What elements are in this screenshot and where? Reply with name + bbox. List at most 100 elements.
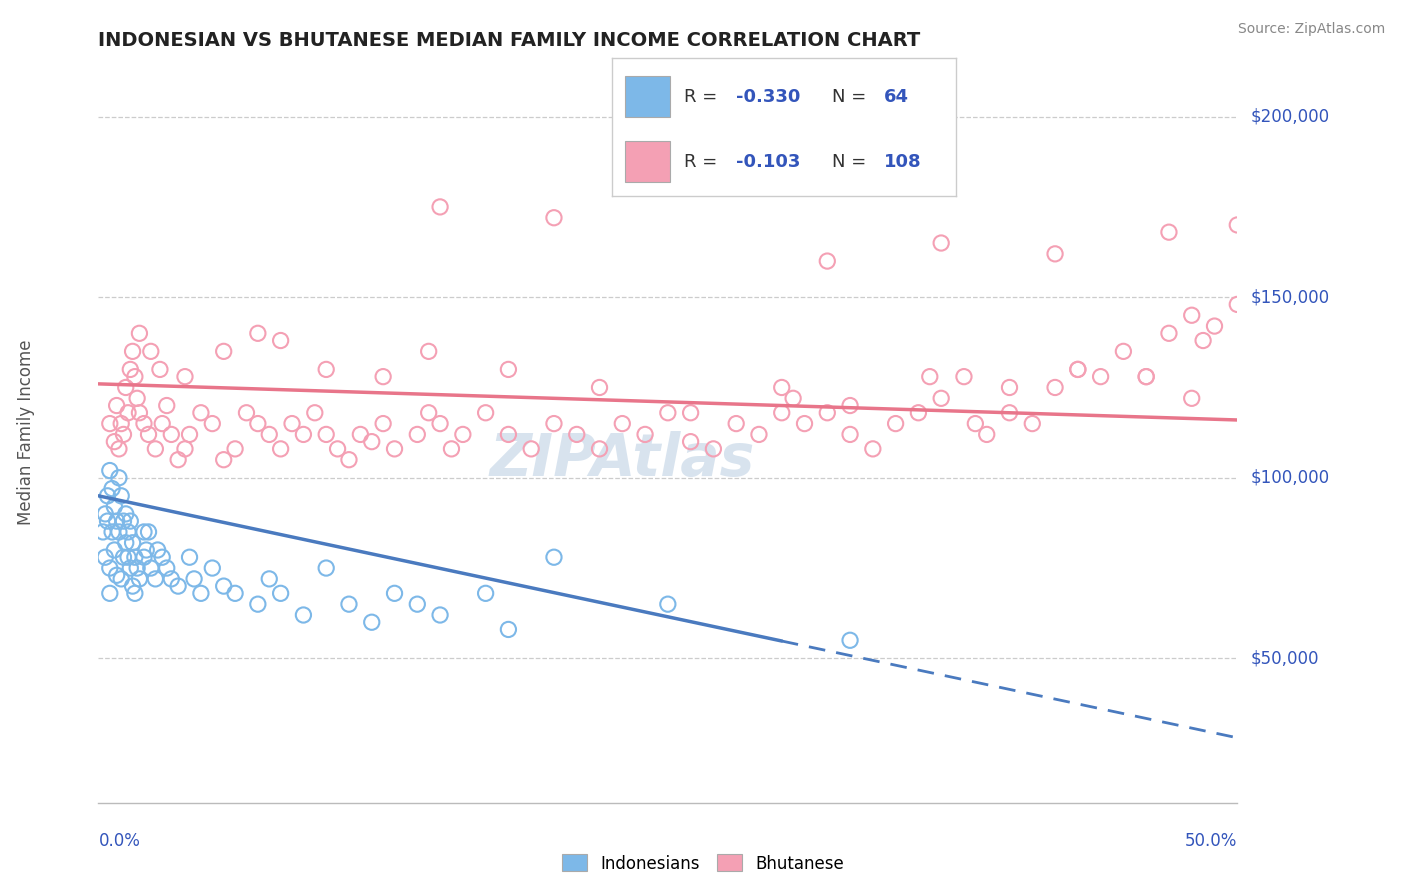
Point	[451, 427, 474, 442]
Point	[520, 442, 543, 456]
Point	[167, 452, 190, 467]
Point	[246, 417, 269, 431]
Point	[565, 427, 588, 442]
Point	[105, 399, 128, 413]
Point	[1226, 218, 1249, 232]
Point	[815, 406, 838, 420]
Point	[384, 442, 406, 456]
Point	[976, 427, 998, 442]
Point	[702, 442, 724, 456]
Point	[929, 235, 952, 250]
Point	[679, 406, 702, 420]
Point	[281, 417, 304, 431]
Point	[132, 524, 155, 539]
Point	[94, 507, 117, 521]
Point	[349, 427, 371, 442]
Point	[929, 392, 952, 406]
Point	[128, 326, 150, 341]
Point	[212, 579, 235, 593]
Point	[1067, 362, 1090, 376]
Point	[160, 427, 183, 442]
Text: $50,000: $50,000	[1251, 649, 1319, 667]
Point	[259, 427, 281, 442]
Point	[839, 633, 862, 648]
Point	[1067, 362, 1090, 376]
Point	[98, 561, 121, 575]
Point	[725, 417, 748, 431]
Point	[1192, 334, 1215, 348]
Point	[98, 417, 121, 431]
Text: -0.330: -0.330	[735, 87, 800, 105]
Point	[770, 380, 793, 394]
Point	[429, 607, 451, 622]
Point	[98, 586, 121, 600]
Point	[156, 399, 179, 413]
Point	[634, 427, 657, 442]
Point	[98, 464, 121, 478]
Point	[998, 406, 1021, 420]
Text: N =: N =	[832, 87, 872, 105]
Point	[112, 427, 135, 442]
Point	[304, 406, 326, 420]
Point	[105, 568, 128, 582]
Point	[103, 500, 125, 514]
Text: N =: N =	[832, 153, 872, 170]
Point	[371, 369, 394, 384]
Point	[1043, 247, 1066, 261]
Point	[105, 514, 128, 528]
Point	[371, 417, 394, 431]
Legend: Indonesians, Bhutanese: Indonesians, Bhutanese	[555, 847, 851, 880]
Point	[292, 607, 315, 622]
Point	[179, 550, 201, 565]
Point	[429, 417, 451, 431]
Point	[212, 344, 235, 359]
Point	[112, 514, 135, 528]
Point	[839, 427, 862, 442]
Point	[498, 362, 520, 376]
Text: -0.103: -0.103	[735, 153, 800, 170]
Point	[793, 417, 815, 431]
Point	[124, 586, 146, 600]
Point	[201, 417, 224, 431]
Point	[406, 597, 429, 611]
Point	[498, 623, 520, 637]
Point	[127, 561, 149, 575]
Point	[174, 442, 197, 456]
Text: Source: ZipAtlas.com: Source: ZipAtlas.com	[1237, 22, 1385, 37]
Point	[108, 442, 131, 456]
Point	[429, 200, 451, 214]
Point	[418, 344, 440, 359]
Point	[117, 406, 139, 420]
Point	[150, 417, 173, 431]
Point	[96, 489, 118, 503]
Point	[121, 579, 143, 593]
Point	[1181, 392, 1204, 406]
Text: R =: R =	[683, 87, 723, 105]
Point	[139, 344, 162, 359]
Point	[657, 406, 679, 420]
Point	[918, 369, 941, 384]
Point	[121, 344, 143, 359]
Point	[1043, 380, 1066, 394]
Point	[96, 514, 118, 528]
Point	[418, 406, 440, 420]
Point	[149, 362, 172, 376]
Point	[110, 572, 132, 586]
Point	[1135, 369, 1157, 384]
Point	[127, 392, 149, 406]
Point	[884, 417, 907, 431]
Point	[174, 369, 197, 384]
Point	[101, 524, 124, 539]
Point	[612, 417, 634, 431]
Point	[114, 380, 136, 394]
Point	[1112, 344, 1135, 359]
Point	[114, 535, 136, 549]
Point	[146, 543, 169, 558]
Point	[112, 550, 135, 565]
Point	[91, 524, 114, 539]
Point	[337, 597, 360, 611]
Point	[224, 586, 246, 600]
Point	[907, 406, 929, 420]
Point	[748, 427, 770, 442]
Point	[360, 615, 382, 630]
